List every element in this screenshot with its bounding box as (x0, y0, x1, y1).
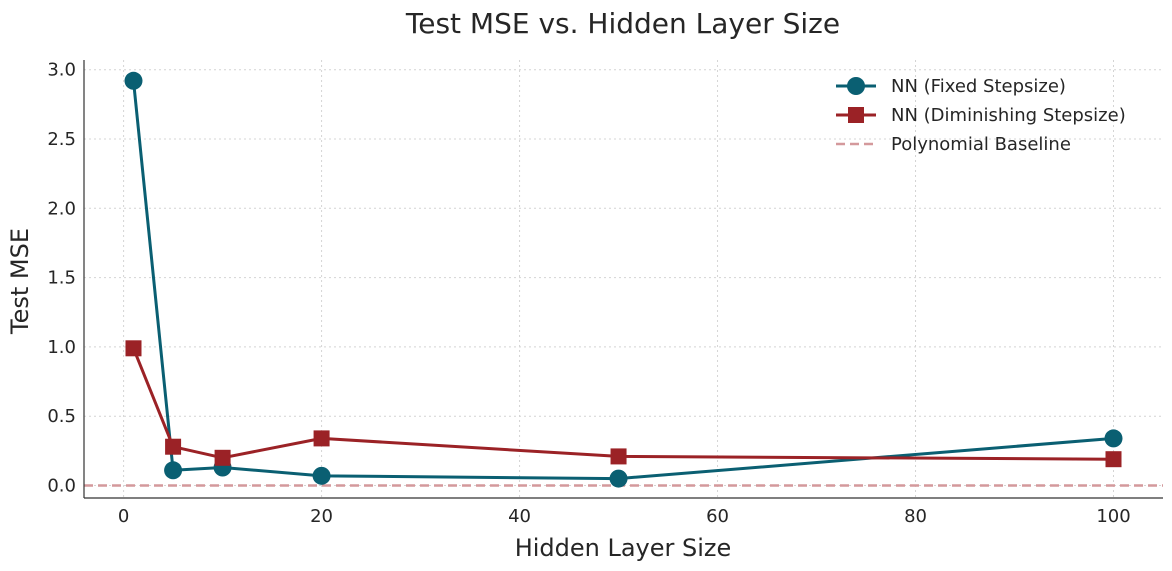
legend-entry-diminishing: NN (Diminishing Stepsize) (836, 105, 1126, 126)
series-fixed-stepsize (124, 71, 1123, 488)
data-point-square (214, 449, 231, 466)
y-tick-label: 3.0 (47, 60, 76, 81)
legend-entry-baseline: Polynomial Baseline (836, 134, 1071, 155)
x-tick-label: 100 (1096, 506, 1130, 527)
data-point-circle (312, 466, 331, 485)
x-tick-label: 80 (904, 506, 927, 527)
legend-marker-circle (847, 77, 865, 95)
data-point-square (610, 448, 627, 465)
chart-title: Test MSE vs. Hidden Layer Size (405, 7, 840, 40)
legend-label-diminishing: NN (Diminishing Stepsize) (891, 105, 1126, 126)
series-layer (124, 71, 1123, 488)
data-point-square (1105, 451, 1122, 468)
data-point-circle (1104, 429, 1123, 448)
y-tick-label: 2.0 (47, 198, 76, 219)
x-axis-label: Hidden Layer Size (515, 534, 732, 562)
tick-labels: 0 20 40 60 80 100 0.0 0.5 1.0 1.5 2.0 2.5 3.0 (47, 60, 1130, 527)
data-point-circle (164, 461, 183, 480)
series-line (132, 80, 1114, 481)
y-tick-label: 1.5 (47, 268, 76, 289)
y-tick-label: 1.0 (47, 337, 76, 358)
data-point-square (165, 438, 182, 455)
data-point-circle (609, 469, 628, 488)
series-line (132, 347, 1114, 461)
series-diminishing-stepsize (125, 340, 1122, 468)
legend-label-baseline: Polynomial Baseline (891, 134, 1071, 155)
y-tick-label: 2.5 (47, 129, 76, 150)
x-tick-label: 20 (310, 506, 333, 527)
legend: NN (Fixed Stepsize) NN (Diminishing Step… (836, 76, 1126, 155)
x-tick-label: 0 (118, 506, 129, 527)
data-point-square (125, 340, 142, 357)
legend-marker-square (848, 107, 864, 123)
y-tick-label: 0.5 (47, 406, 76, 427)
x-tick-label: 40 (508, 506, 531, 527)
axes (83, 60, 1163, 499)
x-tick-label: 60 (706, 506, 729, 527)
legend-label-fixed: NN (Fixed Stepsize) (891, 76, 1066, 97)
grid (84, 60, 1163, 498)
data-point-circle (124, 71, 143, 90)
data-point-square (313, 430, 330, 447)
legend-entry-fixed: NN (Fixed Stepsize) (836, 76, 1066, 97)
y-tick-label: 0.0 (47, 476, 76, 497)
y-axis-label: Test MSE (6, 228, 34, 335)
